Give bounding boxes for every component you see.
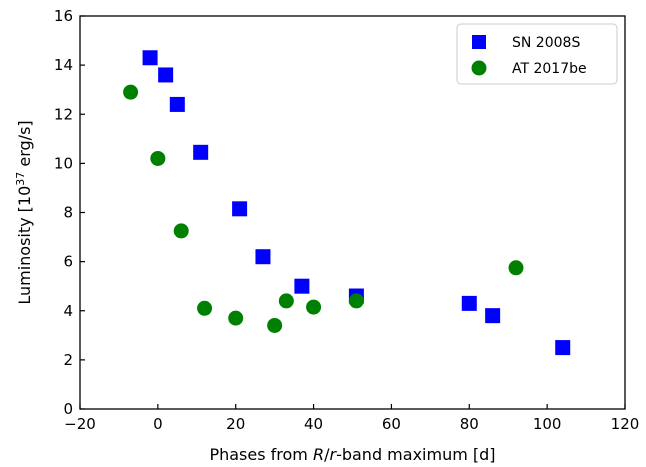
legend-marker-at2017be xyxy=(471,60,487,76)
x-tick-label: 60 xyxy=(382,415,401,433)
data-point-at2017be xyxy=(228,310,244,326)
y-tick-label: 10 xyxy=(54,154,73,172)
legend-label: AT 2017be xyxy=(512,61,587,77)
y-tick-label: 6 xyxy=(63,253,73,271)
data-point-sn2008s xyxy=(294,278,310,294)
data-point-at2017be xyxy=(150,150,166,166)
y-axis-label-part: erg/s] xyxy=(15,120,34,171)
x-tick-label: 20 xyxy=(226,415,245,433)
data-point-sn2008s xyxy=(169,96,185,112)
x-tick-label: 120 xyxy=(611,415,640,433)
data-point-at2017be xyxy=(508,260,524,276)
y-tick-label: 12 xyxy=(54,105,73,123)
legend-label: SN 2008S xyxy=(512,35,580,51)
data-point-at2017be xyxy=(173,223,189,239)
y-tick-label: 8 xyxy=(63,204,73,222)
y-axis-label: Luminosity [1037 erg/s] xyxy=(14,120,35,304)
data-point-sn2008s xyxy=(158,67,174,83)
y-tick-label: 16 xyxy=(54,7,73,25)
legend-box xyxy=(456,23,618,85)
x-axis-label: Phases from R/r-band maximum [d] xyxy=(209,445,495,464)
data-point-at2017be xyxy=(348,293,364,309)
data-point-at2017be xyxy=(123,84,139,100)
data-point-sn2008s xyxy=(255,249,271,265)
data-point-sn2008s xyxy=(142,50,158,66)
x-tick-label: 100 xyxy=(533,415,562,433)
data-point-sn2008s xyxy=(193,144,209,160)
y-axis-label-part: 37 xyxy=(14,172,27,186)
legend-marker-sn2008s xyxy=(472,35,486,49)
y-tick-label: 4 xyxy=(63,302,73,320)
x-tick-label: 80 xyxy=(460,415,479,433)
legend: SN 2008S AT 2017be xyxy=(456,23,618,85)
data-point-at2017be xyxy=(267,317,283,333)
chart-marks xyxy=(123,50,571,356)
x-axis-label-part: Phases from xyxy=(209,445,313,464)
x-tick-label: 40 xyxy=(304,415,323,433)
data-point-at2017be xyxy=(197,300,213,316)
x-tick-label: 0 xyxy=(153,415,163,433)
data-point-at2017be xyxy=(278,293,294,309)
data-point-sn2008s xyxy=(485,308,501,324)
y-tick-label: 14 xyxy=(54,56,73,74)
x-axis-label-part: -band maximum [d] xyxy=(336,445,495,464)
x-tick-label: −20 xyxy=(64,415,96,433)
data-point-sn2008s xyxy=(232,201,248,217)
data-point-at2017be xyxy=(306,299,322,315)
x-axis-label-part: / xyxy=(324,445,330,464)
data-point-sn2008s xyxy=(555,340,571,356)
y-tick-label: 0 xyxy=(63,400,73,418)
x-axis-label-part: R xyxy=(313,445,324,464)
x-axis-label-part: r xyxy=(329,445,337,464)
y-axis-label-part: Luminosity [10 xyxy=(15,186,34,305)
data-point-sn2008s xyxy=(461,295,477,311)
y-tick-label: 2 xyxy=(63,351,73,369)
